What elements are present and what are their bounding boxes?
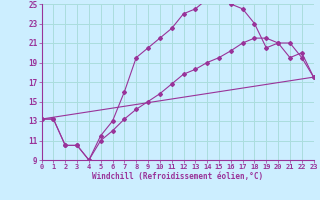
X-axis label: Windchill (Refroidissement éolien,°C): Windchill (Refroidissement éolien,°C) (92, 172, 263, 181)
